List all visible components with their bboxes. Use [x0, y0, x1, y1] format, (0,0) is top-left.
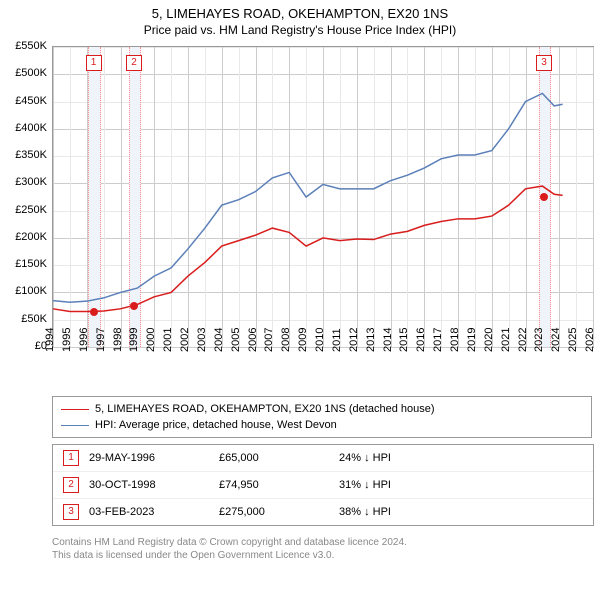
- y-axis-label: £350K: [2, 149, 47, 161]
- x-axis-label: 1996: [78, 328, 90, 352]
- gridline-v: [593, 47, 594, 347]
- x-axis-label: 2014: [382, 328, 394, 352]
- x-axis-label: 2011: [331, 328, 343, 352]
- y-axis-label: £0: [2, 340, 47, 352]
- price-marker-dot: [130, 302, 138, 310]
- price-marker-dot: [540, 193, 548, 201]
- y-axis-label: £500K: [2, 67, 47, 79]
- price-marker-dot: [90, 308, 98, 316]
- title-line2: Price paid vs. HM Land Registry's House …: [0, 23, 600, 37]
- x-axis-label: 2003: [196, 328, 208, 352]
- table-row: 3 03-FEB-2023£275,00038% ↓ HPI: [53, 499, 593, 525]
- table-marker-box: 2: [63, 477, 79, 493]
- y-axis-label: £200K: [2, 231, 47, 243]
- x-axis-label: 2013: [365, 328, 377, 352]
- table-row: 2 30-OCT-1998£74,95031% ↓ HPI: [53, 472, 593, 499]
- y-axis-label: £300K: [2, 176, 47, 188]
- x-axis-label: 2015: [398, 328, 410, 352]
- table-pct: 31% ↓ HPI: [339, 479, 459, 491]
- table-pct: 38% ↓ HPI: [339, 506, 459, 518]
- price-chart: 123: [52, 46, 594, 348]
- footer-line1: Contains HM Land Registry data © Crown c…: [52, 536, 592, 549]
- y-axis-label: £50K: [2, 313, 47, 325]
- table-date: 30-OCT-1998: [89, 479, 219, 491]
- series-hpi: [53, 93, 563, 302]
- x-axis-label: 2000: [145, 328, 157, 352]
- x-axis-label: 2009: [297, 328, 309, 352]
- x-axis-label: 2010: [314, 328, 326, 352]
- x-axis-label: 2005: [230, 328, 242, 352]
- x-axis-label: 1998: [112, 328, 124, 352]
- x-axis-label: 2021: [500, 328, 512, 352]
- y-axis-label: £100K: [2, 285, 47, 297]
- table-date: 03-FEB-2023: [89, 506, 219, 518]
- x-axis-label: 2008: [280, 328, 292, 352]
- table-row: 1 29-MAY-1996£65,00024% ↓ HPI: [53, 445, 593, 472]
- y-axis-label: £550K: [2, 40, 47, 52]
- x-axis-label: 2002: [179, 328, 191, 352]
- title-line1: 5, LIMEHAYES ROAD, OKEHAMPTON, EX20 1NS: [0, 6, 600, 21]
- x-axis-label: 2025: [567, 328, 579, 352]
- table-marker-box: 1: [63, 450, 79, 466]
- attribution-footer: Contains HM Land Registry data © Crown c…: [52, 536, 592, 562]
- x-axis-label: 2023: [533, 328, 545, 352]
- table-marker-box: 3: [63, 504, 79, 520]
- x-axis-label: 2022: [517, 328, 529, 352]
- x-axis-label: 2004: [213, 328, 225, 352]
- legend-row: HPI: Average price, detached house, West…: [61, 417, 583, 433]
- table-price: £74,950: [219, 479, 339, 491]
- y-axis-label: £450K: [2, 95, 47, 107]
- table-price: £65,000: [219, 452, 339, 464]
- x-axis-label: 1999: [128, 328, 140, 352]
- y-axis-label: £400K: [2, 122, 47, 134]
- x-axis-label: 2012: [348, 328, 360, 352]
- table-pct: 24% ↓ HPI: [339, 452, 459, 464]
- y-axis-label: £150K: [2, 258, 47, 270]
- legend-label: 5, LIMEHAYES ROAD, OKEHAMPTON, EX20 1NS …: [95, 403, 435, 415]
- chart-title: 5, LIMEHAYES ROAD, OKEHAMPTON, EX20 1NS …: [0, 0, 600, 37]
- footer-line2: This data is licensed under the Open Gov…: [52, 549, 592, 562]
- x-axis-label: 2006: [247, 328, 259, 352]
- x-axis-label: 2016: [415, 328, 427, 352]
- y-axis-label: £250K: [2, 204, 47, 216]
- x-axis-label: 2017: [432, 328, 444, 352]
- x-axis-label: 1994: [44, 328, 56, 352]
- x-axis-label: 1995: [61, 328, 73, 352]
- x-axis-label: 2026: [584, 328, 596, 352]
- x-axis-label: 2024: [550, 328, 562, 352]
- x-axis-label: 2007: [263, 328, 275, 352]
- chart-legend: 5, LIMEHAYES ROAD, OKEHAMPTON, EX20 1NS …: [52, 396, 592, 438]
- legend-label: HPI: Average price, detached house, West…: [95, 419, 337, 431]
- table-price: £275,000: [219, 506, 339, 518]
- legend-swatch: [61, 409, 89, 410]
- x-axis-label: 2001: [162, 328, 174, 352]
- series-property: [53, 186, 563, 311]
- table-date: 29-MAY-1996: [89, 452, 219, 464]
- legend-row: 5, LIMEHAYES ROAD, OKEHAMPTON, EX20 1NS …: [61, 401, 583, 417]
- x-axis-label: 1997: [95, 328, 107, 352]
- legend-swatch: [61, 425, 89, 426]
- x-axis-label: 2020: [483, 328, 495, 352]
- x-axis-label: 2019: [466, 328, 478, 352]
- x-axis-label: 2018: [449, 328, 461, 352]
- price-table: 1 29-MAY-1996£65,00024% ↓ HPI 2 30-OCT-1998…: [52, 444, 594, 526]
